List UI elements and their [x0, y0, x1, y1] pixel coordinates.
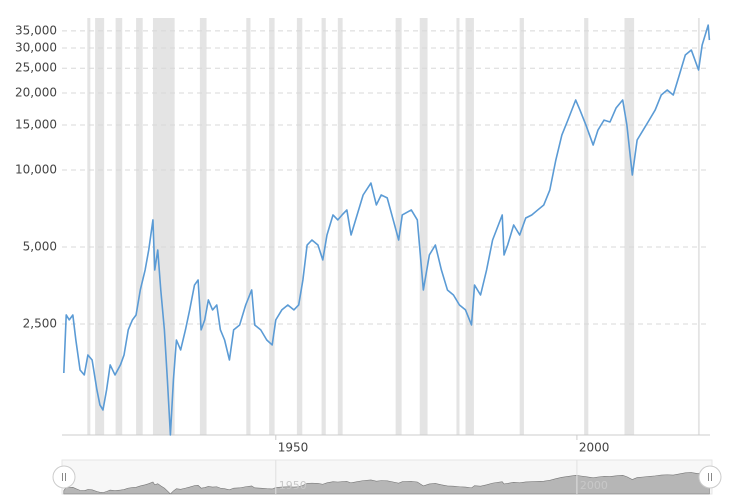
y-tick-label: 15,000: [15, 117, 57, 131]
y-tick-label: 20,000: [15, 86, 57, 100]
recession-band: [321, 18, 326, 435]
navigator-area: [63, 470, 710, 495]
y-tick-label: 25,000: [15, 61, 57, 75]
navigator-tick-label: 2000: [580, 479, 608, 492]
recession-band: [465, 18, 474, 435]
recession-band: [115, 18, 123, 435]
x-tick-label: 1950: [278, 441, 309, 455]
recession-band: [697, 18, 700, 435]
recession-band: [95, 18, 105, 435]
x-tick-label: 2000: [579, 441, 610, 455]
series-line: [63, 24, 711, 436]
recession-band: [337, 18, 343, 435]
recession-band: [246, 18, 251, 435]
y-tick-label: 5,000: [23, 239, 57, 253]
recession-band: [199, 18, 207, 435]
handle-circle[interactable]: [698, 465, 722, 489]
navigator-handle[interactable]: [698, 465, 722, 489]
recession-band: [419, 18, 428, 435]
recession-band: [136, 18, 143, 435]
recession-band: [152, 18, 175, 435]
recession-band: [269, 18, 275, 435]
y-tick-label: 30,000: [15, 40, 57, 54]
recession-band: [395, 18, 402, 435]
navigator-tick-label: 1950: [279, 479, 307, 492]
y-tick-label: 35,000: [15, 23, 57, 37]
y-tick-label: 10,000: [15, 163, 57, 177]
recession-band: [584, 18, 589, 435]
recession-band: [87, 18, 91, 435]
recession-band: [296, 18, 303, 435]
y-tick-label: 2,500: [23, 316, 57, 330]
recession-band: [519, 18, 524, 435]
recession-band: [624, 18, 635, 435]
navigator-handle[interactable]: [52, 465, 76, 489]
recession-band: [456, 18, 460, 435]
handle-circle[interactable]: [52, 465, 76, 489]
